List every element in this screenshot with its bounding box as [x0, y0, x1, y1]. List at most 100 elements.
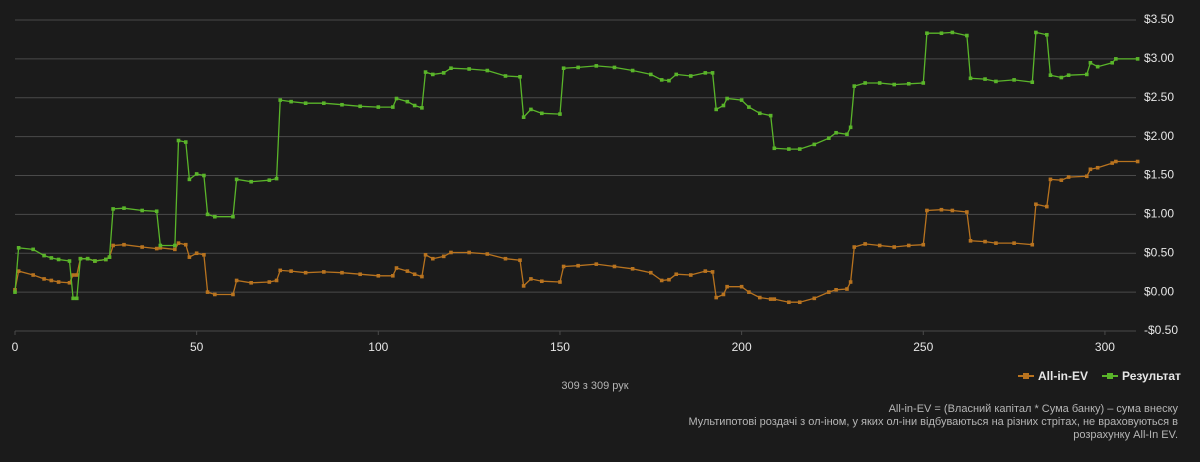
point [994, 79, 998, 84]
point [540, 279, 544, 284]
note: Мультипотові роздачі з ол-іном, у яких о… [688, 416, 1178, 428]
point [56, 257, 61, 262]
y-tick-label: -$0.50 [1144, 323, 1178, 337]
point [965, 210, 969, 214]
point [187, 255, 192, 259]
point [1084, 72, 1089, 77]
point [202, 253, 206, 257]
y-tick-label: $1.00 [1144, 207, 1174, 221]
point [703, 71, 708, 75]
point [340, 102, 344, 107]
point [757, 295, 762, 300]
point [594, 262, 599, 266]
point [877, 243, 882, 248]
point [267, 280, 272, 284]
point [391, 273, 395, 278]
point [154, 209, 159, 214]
point [1084, 174, 1089, 179]
point [576, 65, 580, 70]
chart-subtitle: 309 з 309 рук [561, 380, 628, 392]
point [340, 270, 344, 275]
point [983, 77, 987, 81]
point [827, 290, 831, 294]
point [173, 243, 177, 248]
point [721, 103, 726, 108]
point [848, 280, 853, 284]
point [739, 98, 744, 102]
point [176, 241, 181, 245]
point [303, 101, 308, 105]
x-tick-label: 300 [1095, 340, 1115, 354]
point [1030, 80, 1035, 84]
point [303, 270, 308, 275]
legend-label[interactable]: Результат [1122, 369, 1181, 383]
point [852, 245, 857, 249]
point [612, 65, 617, 70]
point [1059, 75, 1064, 80]
point [485, 68, 490, 73]
point [812, 296, 817, 301]
point [42, 253, 46, 258]
point [939, 31, 944, 36]
point [1135, 57, 1140, 61]
point [376, 273, 381, 278]
point [322, 101, 326, 105]
point [111, 243, 115, 248]
point [187, 177, 192, 182]
note: розрахунку All-In EV. [1073, 429, 1178, 441]
point [968, 76, 973, 81]
point [834, 130, 838, 135]
point [503, 74, 508, 78]
note: All-in-EV = (Власний капітал * Сума банк… [889, 403, 1179, 415]
x-tick-label: 250 [913, 340, 933, 354]
point [529, 107, 533, 112]
point [71, 296, 75, 301]
point [561, 66, 566, 71]
point [797, 147, 802, 151]
point [921, 81, 926, 85]
point [412, 103, 417, 108]
point [558, 280, 562, 284]
point [688, 273, 693, 277]
legend-label[interactable]: All-in-EV [1038, 369, 1088, 383]
legend-marker [1023, 373, 1029, 379]
point [289, 99, 293, 104]
point [420, 274, 424, 279]
point [797, 300, 802, 305]
point [93, 259, 97, 263]
point [950, 30, 955, 35]
y-tick-label: $2.00 [1144, 129, 1174, 143]
point [274, 176, 279, 181]
point [431, 256, 435, 261]
point [710, 270, 715, 274]
point [202, 173, 206, 178]
point [612, 264, 617, 269]
point [74, 273, 79, 277]
point [1034, 30, 1038, 35]
point [158, 243, 163, 248]
y-tick-label: $3.50 [1144, 12, 1174, 26]
point [289, 269, 293, 273]
point [183, 242, 188, 247]
point [231, 292, 235, 297]
point [405, 99, 410, 104]
point [140, 208, 144, 213]
point [787, 300, 791, 305]
point [194, 172, 199, 176]
point [485, 252, 490, 256]
point [994, 241, 998, 245]
point [1135, 159, 1140, 164]
point [449, 66, 453, 71]
point [441, 71, 446, 75]
point [659, 278, 664, 283]
point [358, 104, 362, 109]
point [1095, 165, 1100, 170]
point [848, 125, 853, 130]
point [67, 280, 72, 285]
point [394, 266, 399, 270]
point [518, 74, 522, 79]
point [772, 297, 777, 301]
point [648, 72, 653, 77]
point [1088, 167, 1093, 172]
